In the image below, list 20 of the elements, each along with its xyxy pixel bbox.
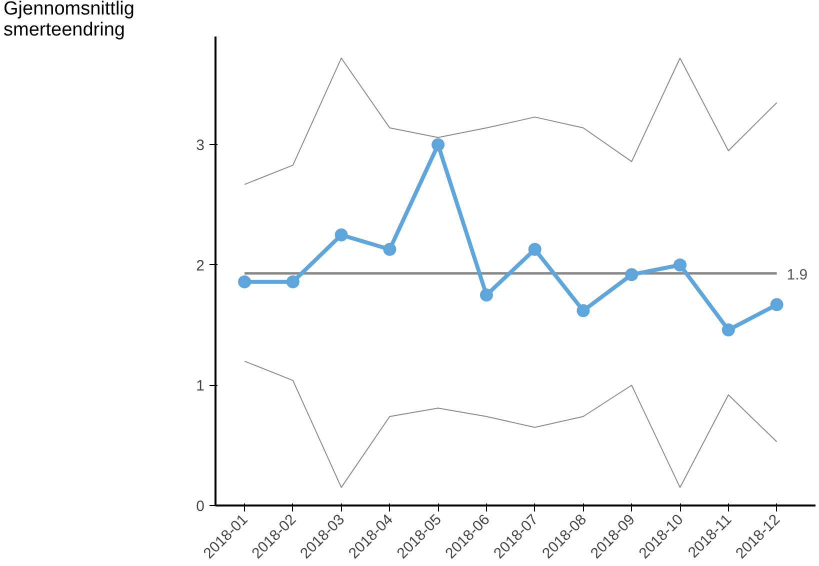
- y-tick-label: 0: [196, 498, 204, 515]
- y-tick-label: 1: [196, 378, 204, 395]
- y-tick-label: 3: [196, 137, 204, 154]
- line-series: [244, 58, 778, 185]
- point: [674, 258, 687, 272]
- point: [625, 268, 638, 282]
- point: [480, 288, 493, 302]
- point: [432, 138, 445, 152]
- point: [383, 242, 396, 256]
- point: [334, 228, 348, 242]
- point: [576, 304, 590, 318]
- point: [770, 298, 784, 312]
- line-series: [244, 360, 778, 488]
- point: [722, 323, 735, 336]
- y-tick-label: 2: [196, 257, 204, 274]
- point: [528, 242, 542, 256]
- point: [286, 275, 300, 288]
- ref-line-label: 1.9: [786, 266, 808, 284]
- point: [238, 275, 252, 288]
- y-axis-title: Gjennomsnittlig smerteendring: [4, 0, 134, 40]
